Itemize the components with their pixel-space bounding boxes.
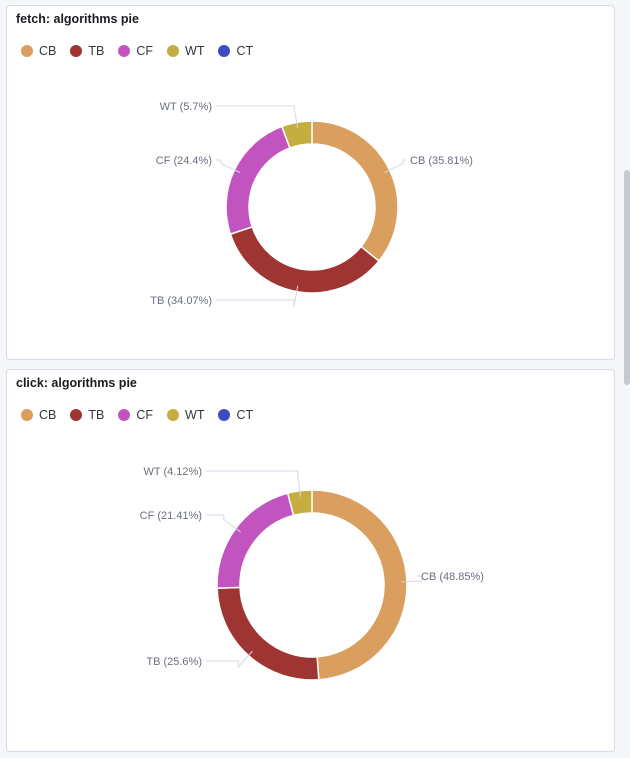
slice-label-wt: WT (5.7%) — [160, 101, 212, 113]
legend-label: CB — [39, 408, 57, 422]
legend-item-ct[interactable]: CT — [218, 44, 253, 58]
panel-title: click: algorithms pie — [16, 376, 137, 390]
donut-chart: CB (35.81%) TB (34.07%) CF (24.4%) WT (5.7%… — [150, 101, 473, 307]
pie-slice-cb[interactable] — [311, 120, 399, 263]
pie-slice-cf[interactable] — [225, 125, 291, 236]
slice-label-cf: CF (21.41%) — [140, 510, 202, 522]
legend-label: WT — [185, 44, 205, 58]
pie-slice-tb[interactable] — [216, 586, 320, 681]
chart-legend: CB TB CF WT CT — [21, 43, 267, 59]
legend-label: TB — [88, 408, 105, 422]
legend-item-cb[interactable]: CB — [21, 44, 56, 58]
legend-item-cb[interactable]: CB — [21, 408, 56, 422]
slice-label-cb: CB (35.81%) — [410, 155, 473, 167]
pie-slice-cb[interactable] — [311, 489, 408, 681]
legend-swatch-ct — [218, 45, 231, 57]
legend-label: CB — [39, 44, 57, 58]
donut-chart: CB (48.85%) TB (25.6%) CF (21.41%) WT (4.12… — [140, 466, 484, 681]
legend-item-tb[interactable]: TB — [70, 44, 104, 58]
legend-item-cf[interactable]: CF — [118, 44, 153, 58]
pie-slice-cf[interactable] — [216, 492, 295, 589]
legend-item-tb[interactable]: TB — [70, 408, 104, 422]
legend-swatch-cb — [21, 409, 33, 421]
legend-item-wt[interactable]: WT — [167, 408, 204, 422]
legend-swatch-cb — [21, 45, 33, 57]
slice-label-cb: CB (48.85%) — [421, 571, 484, 583]
slice-leader-line — [216, 159, 241, 173]
legend-label: WT — [185, 408, 205, 422]
legend-label: CT — [236, 44, 254, 58]
slice-leader-line — [206, 514, 241, 533]
slice-label-cf: CF (24.4%) — [156, 155, 212, 167]
legend-swatch-wt — [167, 45, 180, 57]
legend-label: TB — [88, 44, 105, 58]
pie-slice-wt[interactable] — [286, 489, 313, 517]
legend-swatch-cf — [118, 409, 131, 421]
chart-legend: CB TB CF WT CT — [21, 407, 267, 423]
slice-label-wt: WT (4.12%) — [144, 466, 202, 478]
slice-leader-line — [400, 575, 423, 583]
legend-label: CT — [236, 408, 254, 422]
legend-swatch-ct — [218, 409, 231, 421]
legend-item-wt[interactable]: WT — [167, 44, 204, 58]
legend-label: CF — [136, 408, 154, 422]
fetch-algorithms-panel: fetch: algorithms pie CB TB CF WT CT CB … — [6, 5, 615, 360]
slice-leader-line — [216, 285, 299, 307]
legend-swatch-cf — [118, 45, 131, 57]
slice-leader-line — [216, 105, 299, 129]
click-algorithms-panel: click: algorithms pie CB TB CF WT CT CB … — [6, 369, 615, 752]
legend-item-cf[interactable]: CF — [118, 408, 153, 422]
legend-swatch-tb — [70, 45, 83, 57]
vertical-scrollbar[interactable] — [624, 170, 630, 385]
slice-label-tb: TB (34.07%) — [150, 295, 212, 307]
pie-slice-wt[interactable] — [280, 120, 313, 149]
slice-leader-line — [206, 470, 302, 497]
pie-slice-tb[interactable] — [229, 225, 380, 294]
legend-label: CF — [136, 44, 154, 58]
legend-swatch-tb — [70, 409, 83, 421]
panel-title: fetch: algorithms pie — [16, 12, 139, 26]
slice-leader-line — [206, 650, 253, 669]
legend-item-ct[interactable]: CT — [218, 408, 253, 422]
slice-label-tb: TB (25.6%) — [146, 656, 202, 668]
slice-leader-line — [383, 159, 406, 173]
legend-swatch-wt — [167, 409, 180, 421]
